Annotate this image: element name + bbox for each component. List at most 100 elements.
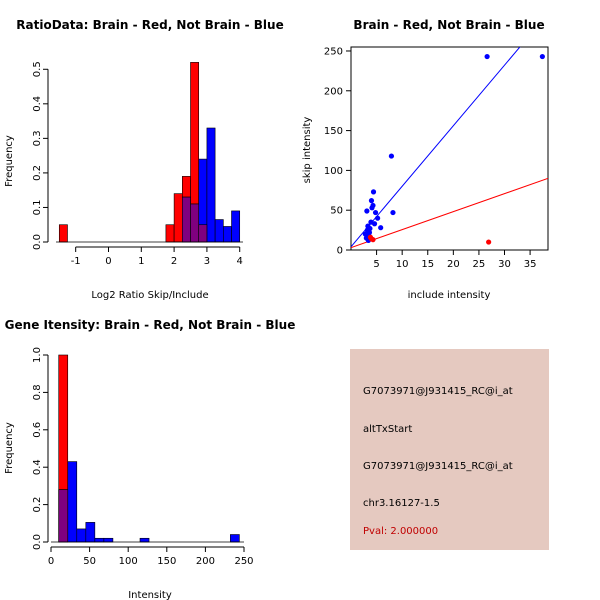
scatter-x-tick-label: 5 <box>373 259 379 270</box>
scatter-red-point <box>486 239 492 245</box>
gene-hist-x-tick-label: 0 <box>48 556 54 567</box>
ratio-hist-y-tick-label: 0.1 <box>32 200 43 216</box>
ratio-histogram-xlabel: Log2 Ratio Skip/Include <box>91 290 208 301</box>
scatter-blue-point <box>484 53 490 60</box>
ratio-hist-x-tick-label: 3 <box>204 256 210 267</box>
scatter-x-tick-label: 15 <box>421 259 434 270</box>
probe-id-1: G7073971@J931415_RC@i_at <box>363 386 513 397</box>
ratio-hist-blue-bar <box>223 226 232 243</box>
scatter-y-tick-label: 250 <box>324 46 343 57</box>
scatter-title: Brain - Red, Not Brain - Blue <box>353 18 544 32</box>
gene-intensity-ylabel: Frequency <box>4 422 15 474</box>
gene-hist-x-tick-label: 200 <box>196 556 215 567</box>
scatter-y-tick-label: 100 <box>324 166 343 177</box>
gene-hist-y-tick-label: 0.2 <box>32 497 43 513</box>
scatter-frame <box>350 46 549 251</box>
ratio-hist-x-tick-label: 0 <box>105 256 111 267</box>
gene-hist-blue-bar <box>230 534 240 543</box>
gene-intensity-xlabel: Intensity <box>128 590 172 600</box>
ratio-hist-blue-bar <box>206 127 216 243</box>
scatter-x-tick-label: 10 <box>396 259 409 270</box>
gene-intensity-title: Gene Itensity: Brain - Red, Not Brain - … <box>5 318 296 332</box>
scatter-blue-point <box>539 53 545 60</box>
scatter-blue-point <box>375 215 381 221</box>
scatter-x-tick-label: 20 <box>447 259 460 270</box>
genomic-location: chr3.16127-1.5 <box>363 498 440 509</box>
gene-intensity-bars <box>51 354 244 543</box>
ratio-hist-x-tick-label: 1 <box>138 256 144 267</box>
gene-hist-blue-bar <box>76 528 87 543</box>
ratio-histogram-ylabel: Frequency <box>4 135 15 187</box>
scatter-y-tick-label: 150 <box>324 126 343 137</box>
scatter-y-tick-label: 0 <box>337 246 343 257</box>
gene-hist-blue-bar <box>94 537 105 543</box>
ratio-hist-y-tick-label: 0.4 <box>32 96 43 112</box>
gene-hist-overlap-bar <box>58 489 69 543</box>
scatter-red-point <box>367 234 374 240</box>
ratio-hist-y-tick-label: 0.3 <box>32 130 43 146</box>
scatter-red-fit-line <box>351 177 548 249</box>
scatter-x-tick-label: 25 <box>473 259 486 270</box>
scatter-y-tick-label: 200 <box>324 86 343 97</box>
scatter-blue-point <box>388 153 395 159</box>
ratio-hist-overlap-bar <box>182 196 191 243</box>
scatter-xlabel: include intensity <box>408 290 491 301</box>
gene-intensity-panel: Gene Itensity: Brain - Red, Not Brain - … <box>4 318 295 600</box>
ratio-hist-red-bar <box>173 193 183 243</box>
scatter-blue-point <box>378 225 384 231</box>
scatter-blue-point <box>372 209 379 216</box>
scatter-blue-point <box>370 189 377 195</box>
scatter-blue-point <box>371 221 378 227</box>
event-type: altTxStart <box>363 424 413 435</box>
ratio-hist-y-tick-label: 0.0 <box>32 234 43 250</box>
ratio-histogram-axes: -1 0 1 2 3 4 0.0 0.1 0.2 0.3 0.4 0.5 <box>32 61 243 267</box>
scatter-x-tick-label: 35 <box>524 259 537 270</box>
gene-hist-x-tick-label: 50 <box>83 556 96 567</box>
ratio-hist-overlap-bar <box>190 203 200 243</box>
ratio-histogram-panel: RatioData: Brain - Red, Not Brain - Blue… <box>4 18 284 301</box>
gene-hist-blue-bar <box>139 537 150 543</box>
gene-hist-y-tick-label: 1.0 <box>32 347 43 363</box>
scatter-axes: 5 10 15 20 25 30 35 0 50 100 150 200 250 <box>324 46 537 270</box>
gene-hist-y-tick-label: 0.6 <box>32 422 43 438</box>
scatter-blue-point <box>367 225 373 232</box>
intensity-scatter-panel: Brain - Red, Not Brain - Blue include in… <box>302 18 549 301</box>
scatter-blue-point <box>368 198 375 204</box>
gene-hist-y-tick-label: 0.8 <box>32 384 43 400</box>
gene-hist-blue-bar <box>67 461 78 543</box>
ratio-hist-blue-bar <box>214 219 224 243</box>
gene-hist-blue-bar <box>103 537 114 543</box>
ratio-hist-red-bar <box>58 224 68 243</box>
scatter-blue-point <box>366 229 373 236</box>
scatter-inner <box>351 47 548 249</box>
gene-hist-x-tick-label: 100 <box>119 556 138 567</box>
ratio-hist-red-bar <box>165 224 175 243</box>
scatter-ylabel: skip intensity <box>302 117 313 184</box>
gene-intensity-axes: 0 50 100 150 200 250 0.0 0.2 0.4 0.6 0.8 1.0 <box>32 347 254 567</box>
ratio-hist-x-tick-label: 2 <box>171 256 177 267</box>
p-value: Pval: 2.000000 <box>363 526 439 537</box>
scatter-blue-fit-line <box>351 47 521 248</box>
scatter-blue-point <box>364 208 370 214</box>
scatter-blue-point <box>370 202 376 209</box>
probe-id-2: G7073971@J931415_RC@i_at <box>363 461 513 472</box>
ratio-hist-overlap-bar <box>198 224 208 243</box>
info-panel: G7073971@J931415_RC@i_at altTxStart G707… <box>350 349 549 550</box>
ratio-histogram-title: RatioData: Brain - Red, Not Brain - Blue <box>16 18 283 32</box>
gene-hist-blue-bar <box>85 522 96 543</box>
gene-hist-y-tick-label: 0.0 <box>32 534 43 550</box>
scatter-x-tick-label: 30 <box>498 259 511 270</box>
scatter-plot-area <box>350 46 549 251</box>
scatter-y-tick-label: 50 <box>330 206 343 217</box>
ratio-hist-x-tick-label: -1 <box>71 256 81 267</box>
ratio-hist-x-tick-label: 4 <box>237 256 243 267</box>
ratio-hist-blue-bar <box>231 210 241 243</box>
ratio-hist-y-tick-label: 0.5 <box>32 61 43 77</box>
ratio-hist-y-tick-label: 0.2 <box>32 165 43 181</box>
scatter-blue-point <box>390 209 396 216</box>
gene-hist-x-tick-label: 250 <box>234 556 253 567</box>
ratio-histogram-bars <box>56 62 243 243</box>
gene-hist-y-tick-label: 0.4 <box>32 459 43 475</box>
gene-hist-x-tick-label: 150 <box>157 556 176 567</box>
